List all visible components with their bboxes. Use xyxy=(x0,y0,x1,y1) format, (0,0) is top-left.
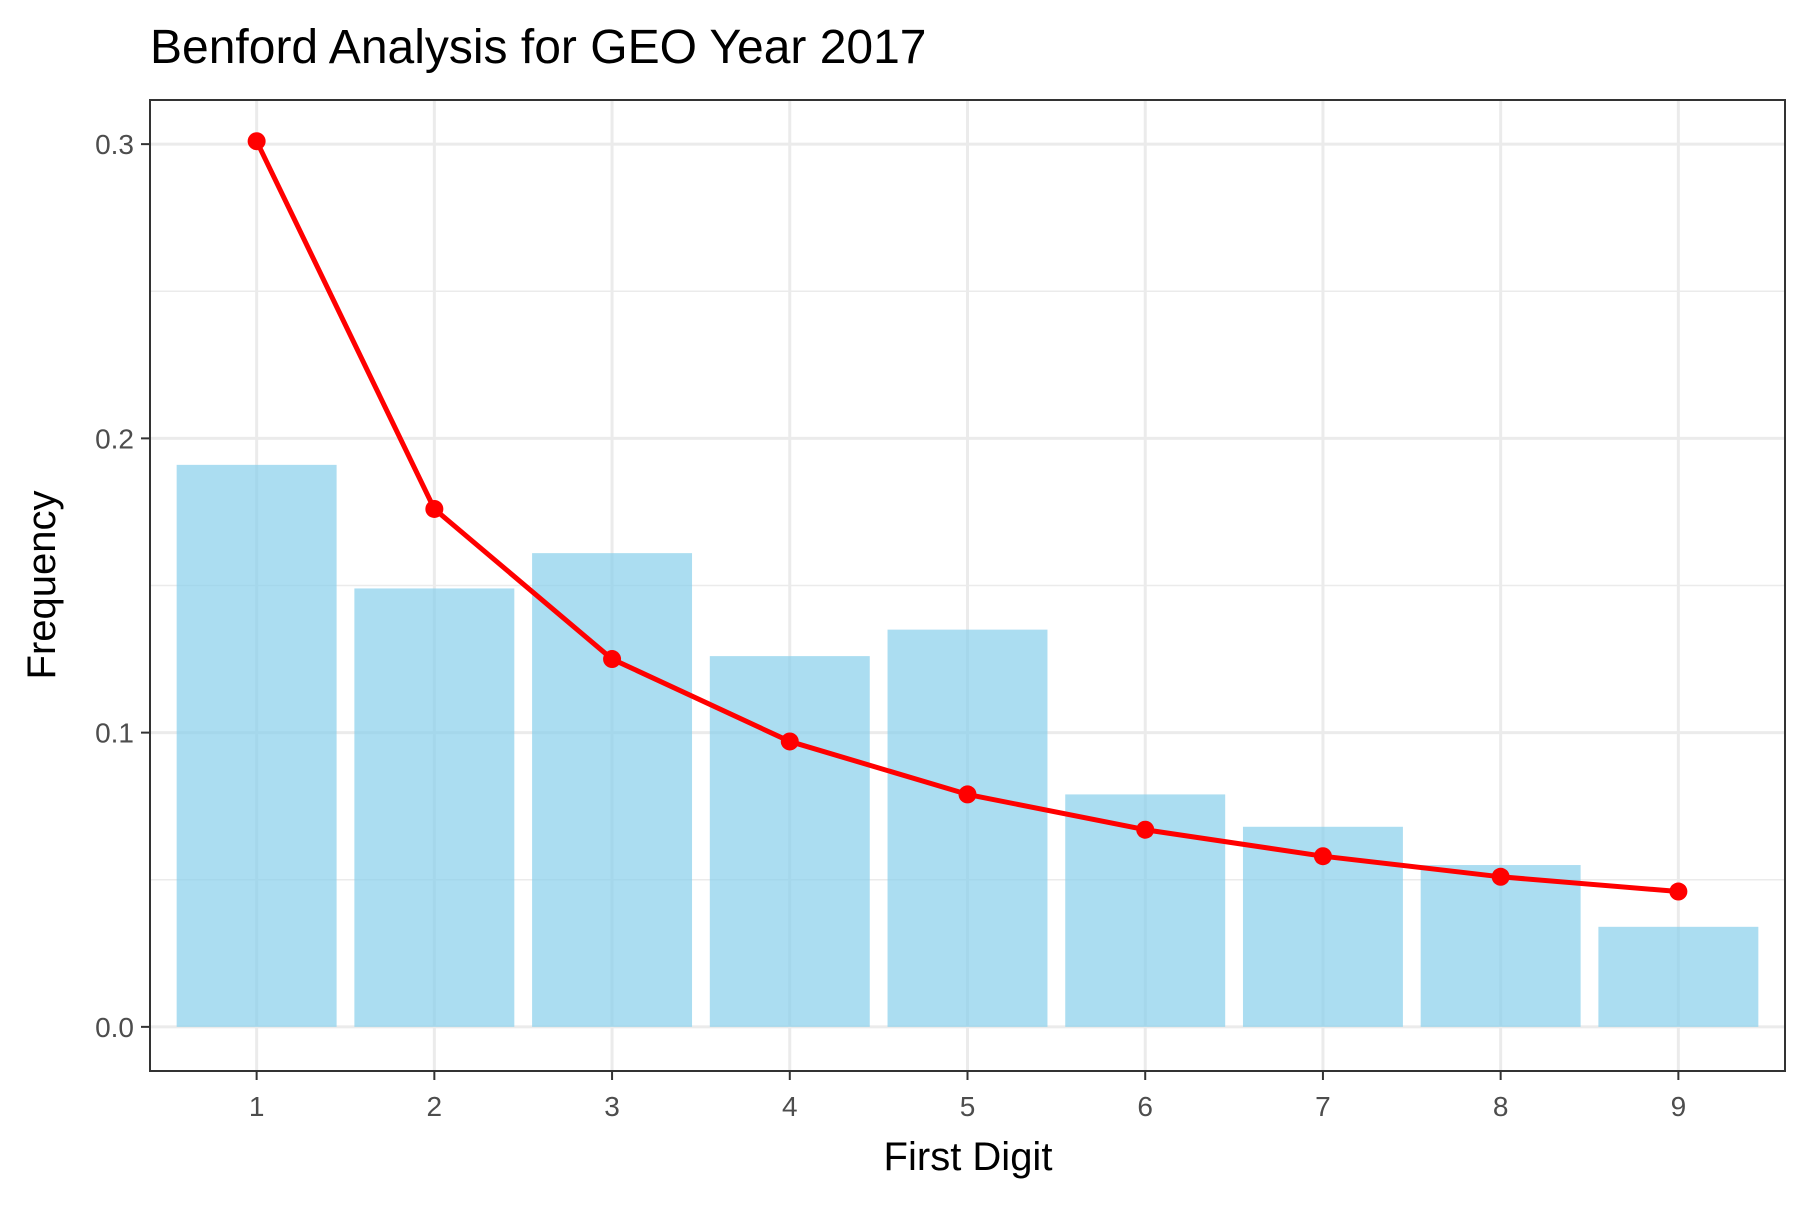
bar-digit-1 xyxy=(176,464,337,1027)
bar-digit-4 xyxy=(709,656,870,1027)
bar-digit-5 xyxy=(887,629,1048,1027)
y-tick-label: 0.3 xyxy=(95,129,134,160)
x-tick-label: 4 xyxy=(782,1091,798,1122)
y-tick-label: 0.1 xyxy=(95,718,134,749)
benford-point-7 xyxy=(1313,847,1332,866)
bar-digit-3 xyxy=(532,553,693,1027)
x-tick-label: 9 xyxy=(1671,1091,1687,1122)
bar-digit-2 xyxy=(354,588,515,1027)
benford-point-3 xyxy=(603,650,622,669)
bar-series xyxy=(176,464,1759,1027)
x-tick-label: 1 xyxy=(249,1091,265,1122)
y-tick-label: 0.2 xyxy=(95,423,134,454)
bar-digit-9 xyxy=(1598,926,1759,1027)
benford-point-9 xyxy=(1669,882,1688,901)
y-axis-label: Frequency xyxy=(20,491,64,680)
benford-point-6 xyxy=(1136,820,1155,839)
x-axis-label: First Digit xyxy=(884,1135,1053,1179)
x-tick-label: 2 xyxy=(427,1091,443,1122)
axes: 0.0 0.1 0.2 0.3 1 2 3 4 5 6 7 8 9 xyxy=(95,129,1686,1122)
benford-point-8 xyxy=(1491,867,1510,886)
x-tick-label: 3 xyxy=(604,1091,620,1122)
benford-point-4 xyxy=(780,732,799,751)
chart-title: Benford Analysis for GEO Year 2017 xyxy=(150,21,926,74)
x-tick-label: 7 xyxy=(1315,1091,1331,1122)
benford-point-1 xyxy=(247,132,266,151)
x-tick-label: 8 xyxy=(1493,1091,1509,1122)
benford-point-2 xyxy=(425,499,444,518)
x-tick-label: 6 xyxy=(1137,1091,1153,1122)
bar-digit-8 xyxy=(1420,865,1581,1027)
y-tick-label: 0.0 xyxy=(95,1012,134,1043)
benford-point-5 xyxy=(958,785,977,804)
x-tick-label: 5 xyxy=(960,1091,976,1122)
line-series xyxy=(247,132,1688,901)
